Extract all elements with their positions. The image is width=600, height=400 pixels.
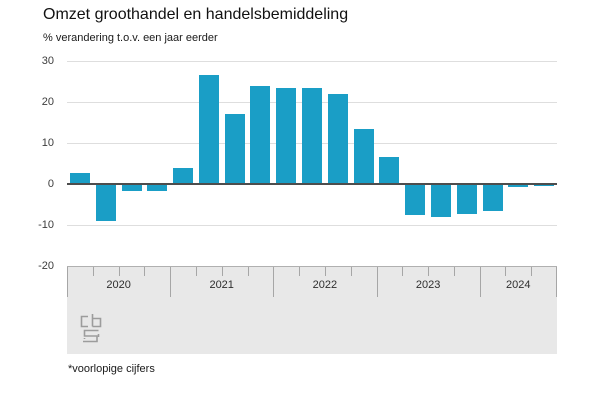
y-axis: 30 20 10 0 -10 -20 <box>0 0 56 300</box>
quarter-tick <box>453 267 455 276</box>
year-tick <box>376 267 378 297</box>
quarter-tick <box>505 267 507 276</box>
quarter-tick <box>324 267 326 276</box>
zero-line <box>67 183 557 185</box>
year-label-2021: 2021 <box>209 279 234 291</box>
y-tick-label: 30 <box>41 55 54 67</box>
quarter-tick <box>402 267 404 276</box>
chart-subtitle: % verandering t.o.v. een jaar eerder <box>43 32 218 44</box>
gridline--10 <box>67 225 557 226</box>
quarter-tick <box>350 267 352 276</box>
year-label-2022: 2022 <box>312 279 338 291</box>
footnote: *voorlopige cijfers <box>68 363 155 375</box>
year-tick <box>273 267 275 297</box>
cbs-logo <box>80 314 102 343</box>
bar-2022-Q3[interactable] <box>327 94 348 184</box>
chart-title: Omzet groothandel en handelsbemiddeling <box>43 6 349 23</box>
y-tick-label: 20 <box>41 96 54 108</box>
bar-2023-Q4[interactable] <box>456 184 477 215</box>
bar-2021-Q1[interactable] <box>173 167 194 184</box>
quarter-tick <box>247 267 249 276</box>
year-label-2023: 2023 <box>415 279 441 291</box>
quarter-tick <box>531 267 533 276</box>
gridline-30 <box>67 61 557 62</box>
bar-2021-Q4[interactable] <box>250 85 271 184</box>
bar-2023-Q2[interactable] <box>405 184 426 216</box>
y-tick-label: 0 <box>47 178 54 190</box>
y-tick-label: -10 <box>38 219 54 231</box>
bar-2020-Q2[interactable] <box>95 184 116 221</box>
year-label-2024: 2024 <box>506 279 531 291</box>
plot-area <box>67 61 557 266</box>
year-tick <box>67 267 68 297</box>
x-axis-band: 2020 2021 2022 2023 2024 <box>67 266 557 354</box>
bar-2023-Q3[interactable] <box>430 184 451 217</box>
bar-2021-Q2[interactable] <box>198 75 219 184</box>
quarter-tick <box>92 267 94 276</box>
y-tick-label: 10 <box>41 137 54 149</box>
bar-2021-Q3[interactable] <box>224 114 245 184</box>
year-tick <box>479 267 481 297</box>
bar-2020-Q1[interactable] <box>69 172 90 184</box>
year-label-2020: 2020 <box>106 279 131 291</box>
quarter-tick <box>299 267 301 276</box>
bar-2023-Q1[interactable] <box>379 157 400 184</box>
bar-2022-Q2[interactable] <box>302 87 322 184</box>
bar-2024-Q2[interactable] <box>508 184 529 187</box>
bar-2022-Q4[interactable] <box>353 129 374 184</box>
year-tick <box>556 267 557 297</box>
bar-2020-Q3[interactable] <box>121 184 142 191</box>
quarter-tick <box>221 267 223 276</box>
quarter-tick <box>428 267 430 276</box>
bar-2024-Q1[interactable] <box>482 184 503 212</box>
quarter-tick <box>144 267 146 276</box>
quarter-tick <box>195 267 197 276</box>
year-tick <box>170 267 172 297</box>
bar-2020-Q4[interactable] <box>147 184 168 192</box>
bar-2022-Q1[interactable] <box>276 88 297 184</box>
y-tick-label: -20 <box>38 260 54 272</box>
quarter-tick <box>118 267 120 276</box>
